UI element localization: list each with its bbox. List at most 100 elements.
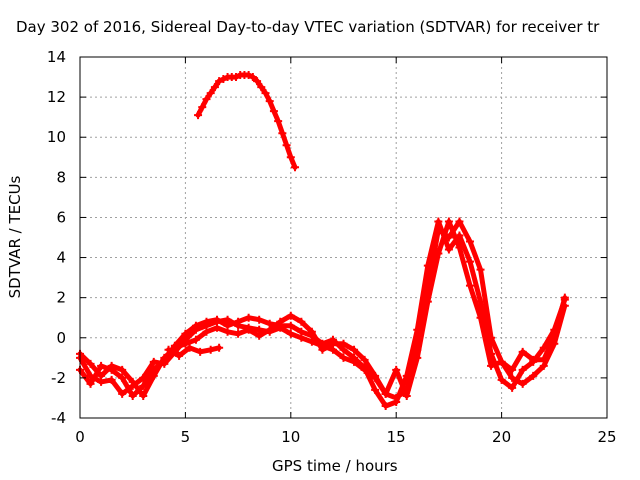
data-point — [269, 107, 278, 116]
data-point — [560, 293, 569, 302]
data-point — [455, 243, 464, 252]
data-point — [434, 217, 443, 226]
data-point — [339, 339, 348, 348]
data-point — [213, 315, 222, 324]
data-point — [210, 83, 219, 92]
data-point — [508, 383, 517, 392]
data-point — [381, 401, 390, 410]
data-point — [465, 237, 474, 246]
data-point — [465, 281, 474, 290]
x-tick-label: 25 — [597, 428, 616, 446]
data-point — [213, 323, 222, 332]
y-tick-label: 4 — [56, 249, 66, 267]
y-axis-label: SDTVAR / TECUs — [6, 175, 24, 299]
data-point — [219, 75, 228, 84]
data-point — [518, 347, 527, 356]
data-point — [248, 73, 257, 82]
x-axis-label: GPS time / hours — [272, 457, 398, 475]
x-tick-label: 10 — [281, 428, 300, 446]
data-point — [175, 351, 184, 360]
data-point — [360, 355, 369, 364]
data-point — [529, 371, 538, 380]
data-point — [255, 331, 264, 340]
tick-labels: 0 5 10 15 20 25 -4 -2 0 2 4 6 8 10 12 14 — [47, 48, 617, 446]
data-point — [86, 379, 95, 388]
data-point — [170, 343, 179, 352]
data-point — [265, 97, 274, 106]
data-point — [381, 389, 390, 398]
data-point — [244, 325, 253, 334]
data-point — [160, 353, 169, 362]
data-point — [328, 339, 337, 348]
data-point — [244, 71, 253, 80]
data-point — [508, 373, 517, 382]
data-point — [487, 361, 496, 370]
data-point — [257, 83, 266, 92]
data-point — [181, 329, 190, 338]
data-point — [286, 321, 295, 330]
x-tick-label: 5 — [181, 428, 191, 446]
y-tick-label: 10 — [47, 128, 66, 146]
data-point — [198, 103, 207, 112]
data-point — [107, 375, 116, 384]
data-points — [76, 71, 569, 410]
data-point — [97, 361, 106, 370]
data-point — [497, 375, 506, 384]
data-point — [476, 265, 485, 274]
data-point — [508, 365, 517, 374]
data-point — [392, 365, 401, 374]
data-point — [196, 347, 205, 356]
y-tick-label: 0 — [56, 329, 66, 347]
data-point — [202, 327, 211, 336]
data-point — [107, 361, 116, 370]
data-point — [286, 311, 295, 320]
data-point — [215, 77, 224, 86]
data-point — [318, 345, 327, 354]
data-point — [297, 327, 306, 336]
data-point — [191, 335, 200, 344]
data-point — [215, 343, 224, 352]
y-tick-label: 12 — [47, 88, 66, 106]
data-point — [206, 89, 215, 98]
data-point — [234, 317, 243, 326]
data-point — [350, 345, 359, 354]
data-point — [286, 329, 295, 338]
y-tick-label: 14 — [47, 48, 66, 66]
data-point — [202, 95, 211, 104]
data-point — [149, 371, 158, 380]
data-point — [423, 297, 432, 306]
data-point — [194, 111, 203, 120]
data-point — [518, 365, 527, 374]
data-point — [518, 379, 527, 388]
data-point — [223, 327, 232, 336]
data-point — [128, 377, 137, 386]
data-point — [97, 371, 106, 380]
y-tick-label: 6 — [56, 208, 66, 226]
data-point — [350, 353, 359, 362]
data-point — [118, 365, 127, 374]
data-point — [392, 397, 401, 406]
data-point — [253, 77, 262, 86]
plot-frame — [79, 56, 608, 419]
data-point — [444, 245, 453, 254]
data-point — [181, 339, 190, 348]
data-point — [231, 73, 240, 82]
data-point — [550, 331, 559, 340]
data-point — [261, 89, 270, 98]
data-point — [444, 217, 453, 226]
x-tick-label: 0 — [75, 428, 85, 446]
x-tick-label: 20 — [492, 428, 511, 446]
data-point — [202, 317, 211, 326]
data-point — [278, 129, 287, 138]
data-point — [297, 317, 306, 326]
data-point — [371, 371, 380, 380]
data-point — [423, 261, 432, 270]
y-tick-label: -4 — [51, 409, 66, 427]
axes — [79, 56, 608, 419]
data-point — [455, 217, 464, 226]
data-point — [139, 391, 148, 400]
data-point — [164, 345, 173, 354]
data-point — [282, 141, 291, 150]
data-point — [402, 391, 411, 400]
data-point — [128, 391, 137, 400]
